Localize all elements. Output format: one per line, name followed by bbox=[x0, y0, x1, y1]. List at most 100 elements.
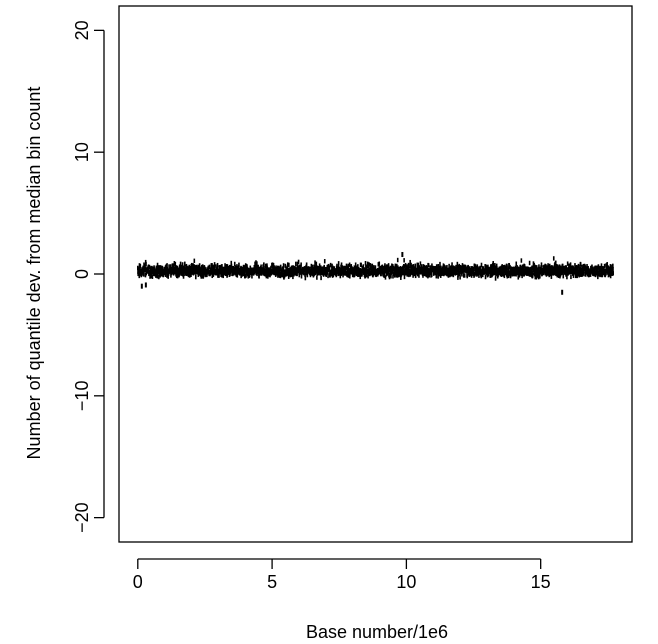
data-point bbox=[226, 272, 229, 277]
data-point bbox=[595, 270, 598, 276]
data-point bbox=[238, 262, 240, 267]
data-point bbox=[360, 262, 362, 268]
data-point bbox=[596, 266, 599, 272]
data-point bbox=[258, 274, 260, 279]
data-point bbox=[165, 266, 167, 271]
data-point bbox=[270, 265, 272, 271]
data-point bbox=[230, 263, 233, 269]
data-point bbox=[244, 263, 247, 268]
y-tick-label: 10 bbox=[72, 142, 92, 162]
data-point bbox=[381, 264, 384, 269]
data-point bbox=[305, 271, 307, 276]
data-point bbox=[408, 266, 410, 271]
data-point bbox=[265, 273, 268, 279]
data-point bbox=[399, 266, 402, 271]
data-point bbox=[565, 265, 567, 270]
data-point bbox=[181, 272, 184, 277]
data-point bbox=[480, 262, 483, 268]
data-point bbox=[217, 273, 219, 278]
data-point bbox=[562, 270, 564, 275]
data-point bbox=[245, 273, 247, 278]
data-point bbox=[359, 274, 362, 280]
data-point bbox=[230, 260, 233, 266]
data-point bbox=[480, 273, 483, 279]
data-point bbox=[361, 271, 363, 276]
data-point bbox=[328, 266, 331, 271]
data-point bbox=[481, 269, 483, 274]
data-point bbox=[428, 273, 430, 278]
data-point bbox=[255, 260, 257, 265]
data-point bbox=[216, 266, 219, 271]
data-point bbox=[584, 265, 587, 270]
data-point bbox=[174, 268, 177, 273]
data-point bbox=[347, 273, 350, 278]
data-point bbox=[286, 262, 289, 267]
data-point bbox=[476, 268, 478, 274]
data-point bbox=[336, 263, 338, 269]
data-point bbox=[151, 265, 153, 271]
data-point bbox=[148, 264, 151, 270]
data-point bbox=[603, 263, 606, 269]
data-point bbox=[494, 263, 496, 268]
data-point bbox=[507, 266, 510, 271]
data-point bbox=[452, 272, 455, 278]
data-point bbox=[403, 264, 406, 269]
data-point bbox=[194, 274, 197, 280]
data-point bbox=[139, 264, 142, 269]
data-point bbox=[543, 265, 546, 271]
data-point bbox=[213, 262, 216, 267]
data-point bbox=[251, 274, 253, 279]
data-point bbox=[189, 265, 192, 271]
data-point bbox=[158, 274, 160, 280]
data-point bbox=[503, 273, 506, 279]
data-point bbox=[155, 272, 158, 278]
data-point bbox=[390, 274, 392, 279]
data-point bbox=[470, 273, 473, 278]
data-point bbox=[492, 271, 495, 276]
data-point bbox=[220, 268, 223, 274]
data-point bbox=[558, 264, 561, 269]
data-point bbox=[208, 264, 211, 270]
data-point bbox=[574, 265, 577, 270]
data-point bbox=[181, 262, 184, 267]
data-point bbox=[569, 262, 572, 267]
data-point bbox=[540, 265, 542, 270]
data-point bbox=[409, 259, 411, 265]
data-point bbox=[190, 268, 192, 274]
data-point bbox=[278, 265, 280, 271]
data-point bbox=[349, 271, 351, 276]
data-point-outlier bbox=[140, 283, 143, 289]
data-point bbox=[225, 267, 228, 272]
data-point bbox=[370, 270, 373, 276]
data-point bbox=[305, 262, 308, 267]
data-point bbox=[576, 273, 578, 279]
data-point bbox=[211, 270, 214, 275]
data-point bbox=[385, 264, 388, 269]
data-point bbox=[179, 268, 182, 273]
data-point bbox=[454, 271, 457, 276]
data-point bbox=[222, 273, 225, 279]
data-point bbox=[337, 261, 340, 266]
data-point bbox=[357, 266, 360, 272]
data-point bbox=[437, 263, 440, 269]
data-point bbox=[173, 260, 176, 266]
data-point bbox=[479, 268, 482, 274]
data-point bbox=[364, 273, 367, 279]
data-point bbox=[152, 271, 155, 277]
data-point bbox=[286, 267, 289, 273]
data-point bbox=[170, 273, 172, 278]
data-point bbox=[583, 271, 585, 277]
data-point bbox=[600, 265, 602, 271]
data-point bbox=[193, 264, 196, 270]
data-point bbox=[167, 274, 169, 279]
data-point bbox=[245, 267, 247, 272]
data-point bbox=[250, 267, 253, 273]
data-point bbox=[198, 263, 201, 268]
data-point bbox=[548, 263, 551, 269]
data-point bbox=[202, 274, 205, 279]
data-point bbox=[323, 264, 325, 270]
data-point bbox=[456, 270, 458, 275]
data-point bbox=[490, 264, 492, 269]
data-point bbox=[606, 262, 608, 267]
data-point bbox=[550, 274, 553, 279]
